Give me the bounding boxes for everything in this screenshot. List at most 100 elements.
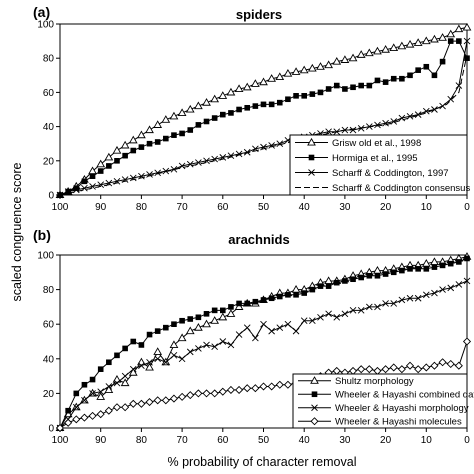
y-tick-label: 0 [48,191,54,202]
data-point [73,185,80,191]
data-point [162,358,170,366]
data-point [260,143,267,151]
data-point [88,166,97,175]
x-tick-label: 10 [421,202,433,213]
data-point [373,265,382,274]
data-point [414,111,422,118]
legend-marker [310,376,319,384]
data-point [373,46,382,55]
data-point [211,343,218,351]
y-tick-label: 20 [43,156,55,167]
legend-entry-label: Scharff & Coddington consensus [332,183,470,194]
y-axis-label: scaled congruence score [10,162,24,301]
data-point [406,294,414,302]
y-tick-label: 40 [43,354,55,365]
data-point [301,290,307,296]
data-point [122,345,128,352]
data-point [161,396,170,405]
data-point [112,145,122,154]
data-point [235,385,244,394]
x-tick-label: 60 [217,202,229,213]
data-point [203,118,210,125]
data-point [317,283,324,289]
data-point [397,365,406,374]
data-point [259,77,268,86]
data-point [374,303,381,311]
data-point [366,82,373,89]
data-point [171,321,177,327]
legend-box [289,134,468,196]
data-point [252,298,259,305]
data-point [97,366,104,372]
data-point [342,86,348,92]
data-point [55,423,65,433]
data-point [89,390,96,397]
data-point [366,272,373,279]
data-point [285,96,291,103]
data-point [430,257,439,265]
data-point [138,342,145,348]
data-point [219,338,227,345]
data-point [203,341,210,349]
x-tick-label: 50 [258,202,270,213]
data-point [301,93,307,99]
data-point [374,77,381,84]
legend-entry-label: Wheeler & Hayashi combined data [335,390,474,401]
data-point [413,38,423,46]
data-point [177,108,187,116]
x-tick-label: 30 [339,435,351,446]
y-tick-label: 100 [37,20,54,31]
data-point [291,284,301,293]
data-point [446,359,455,369]
data-point [415,67,421,73]
data-point [218,387,227,396]
data-point [252,334,259,342]
data-point [356,50,366,58]
data-point [422,363,431,372]
data-point [275,72,285,81]
data-point [276,324,284,331]
data-point [202,319,211,328]
data-point [349,366,358,375]
data-point [349,126,357,134]
data-point [439,286,446,293]
data-point [332,366,341,375]
data-point [438,33,447,41]
data-point [236,300,242,307]
data-point [464,255,470,262]
data-point [218,91,228,99]
data-point [382,271,389,277]
data-point [242,82,252,91]
data-point [187,316,194,322]
data-point [236,106,242,113]
data-point [275,380,284,389]
x-tick-label: 20 [380,202,392,213]
data-point [244,104,251,111]
data-point [423,266,430,272]
data-point [324,276,333,284]
data-point [462,22,472,31]
panel-a-tag: (a) [33,4,50,20]
data-point [358,82,364,89]
data-point [325,310,332,318]
data-point [316,62,325,70]
data-point [154,139,161,145]
data-point [163,135,169,142]
data-point [415,266,421,272]
y-tick-label: 60 [43,320,55,331]
x-tick-label: 80 [136,435,148,446]
data-point [210,316,220,324]
legend-entry-label: Grisw old et al., 1998 [332,138,421,149]
data-point [88,411,97,420]
x-axis-label: % probability of character removal [168,455,357,469]
data-point [72,403,80,411]
data-point [341,310,349,318]
data-point [389,43,399,51]
y-tick-label: 60 [43,88,55,99]
data-point [390,75,397,82]
legend-box [292,373,468,429]
data-point [390,118,398,125]
data-point [138,362,145,370]
data-point [146,358,153,366]
